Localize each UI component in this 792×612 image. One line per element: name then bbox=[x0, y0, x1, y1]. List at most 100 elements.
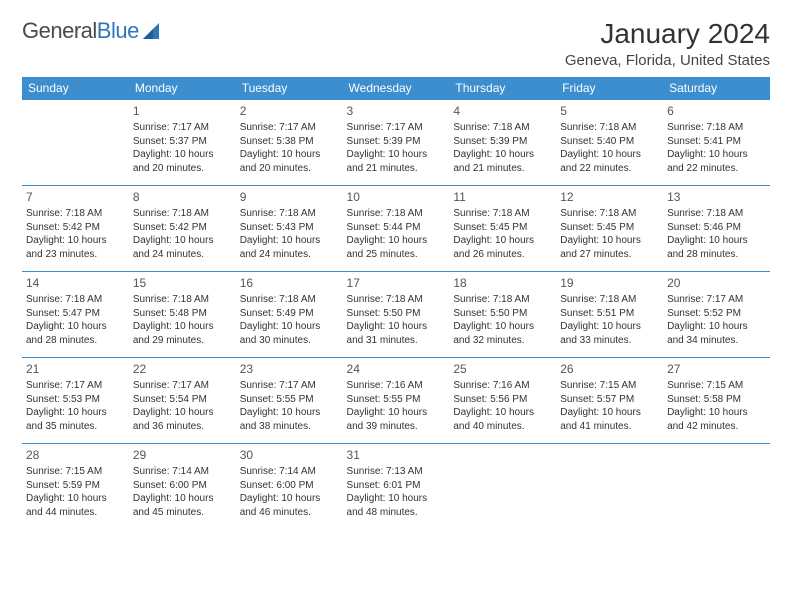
sunset-text: Sunset: 5:38 PM bbox=[240, 135, 339, 149]
calendar-day-cell: 11Sunrise: 7:18 AMSunset: 5:45 PMDayligh… bbox=[449, 186, 556, 272]
sunset-text: Sunset: 5:51 PM bbox=[560, 307, 659, 321]
sunrise-text: Sunrise: 7:18 AM bbox=[667, 121, 766, 135]
daylight-text: Daylight: 10 hours and 34 minutes. bbox=[667, 320, 766, 347]
daylight-text: Daylight: 10 hours and 40 minutes. bbox=[453, 406, 552, 433]
calendar-empty-cell bbox=[22, 100, 129, 186]
daylight-text: Daylight: 10 hours and 20 minutes. bbox=[133, 148, 232, 175]
calendar-day-cell: 15Sunrise: 7:18 AMSunset: 5:48 PMDayligh… bbox=[129, 272, 236, 358]
sunset-text: Sunset: 5:48 PM bbox=[133, 307, 232, 321]
day-number: 8 bbox=[133, 189, 232, 205]
calendar-day-cell: 25Sunrise: 7:16 AMSunset: 5:56 PMDayligh… bbox=[449, 358, 556, 444]
day-number: 25 bbox=[453, 361, 552, 377]
sunrise-text: Sunrise: 7:17 AM bbox=[667, 293, 766, 307]
sail-icon bbox=[141, 21, 163, 41]
day-number: 28 bbox=[26, 447, 125, 463]
day-number: 2 bbox=[240, 103, 339, 119]
day-number: 31 bbox=[347, 447, 446, 463]
sunrise-text: Sunrise: 7:15 AM bbox=[667, 379, 766, 393]
calendar-day-cell: 28Sunrise: 7:15 AMSunset: 5:59 PMDayligh… bbox=[22, 444, 129, 530]
header: GeneralBlue January 2024 Geneva, Florida… bbox=[22, 18, 770, 69]
calendar-table: SundayMondayTuesdayWednesdayThursdayFrid… bbox=[22, 77, 770, 530]
calendar-day-cell: 27Sunrise: 7:15 AMSunset: 5:58 PMDayligh… bbox=[663, 358, 770, 444]
calendar-day-cell: 2Sunrise: 7:17 AMSunset: 5:38 PMDaylight… bbox=[236, 100, 343, 186]
calendar-day-cell: 5Sunrise: 7:18 AMSunset: 5:40 PMDaylight… bbox=[556, 100, 663, 186]
daylight-text: Daylight: 10 hours and 31 minutes. bbox=[347, 320, 446, 347]
sunset-text: Sunset: 5:44 PM bbox=[347, 221, 446, 235]
calendar-day-cell: 18Sunrise: 7:18 AMSunset: 5:50 PMDayligh… bbox=[449, 272, 556, 358]
month-title: January 2024 bbox=[565, 18, 770, 50]
sunrise-text: Sunrise: 7:17 AM bbox=[26, 379, 125, 393]
sunset-text: Sunset: 6:00 PM bbox=[133, 479, 232, 493]
sunset-text: Sunset: 5:57 PM bbox=[560, 393, 659, 407]
location-text: Geneva, Florida, United States bbox=[565, 52, 770, 69]
calendar-day-cell: 8Sunrise: 7:18 AMSunset: 5:42 PMDaylight… bbox=[129, 186, 236, 272]
sunrise-text: Sunrise: 7:17 AM bbox=[240, 121, 339, 135]
day-number: 24 bbox=[347, 361, 446, 377]
brand-logo: GeneralBlue bbox=[22, 18, 163, 44]
sunset-text: Sunset: 5:46 PM bbox=[667, 221, 766, 235]
sunrise-text: Sunrise: 7:14 AM bbox=[133, 465, 232, 479]
calendar-week-row: 21Sunrise: 7:17 AMSunset: 5:53 PMDayligh… bbox=[22, 358, 770, 444]
day-number: 6 bbox=[667, 103, 766, 119]
calendar-day-cell: 6Sunrise: 7:18 AMSunset: 5:41 PMDaylight… bbox=[663, 100, 770, 186]
day-number: 30 bbox=[240, 447, 339, 463]
sunset-text: Sunset: 5:45 PM bbox=[453, 221, 552, 235]
calendar-day-cell: 7Sunrise: 7:18 AMSunset: 5:42 PMDaylight… bbox=[22, 186, 129, 272]
sunset-text: Sunset: 5:39 PM bbox=[347, 135, 446, 149]
weekday-header: Monday bbox=[129, 77, 236, 100]
calendar-day-cell: 14Sunrise: 7:18 AMSunset: 5:47 PMDayligh… bbox=[22, 272, 129, 358]
sunrise-text: Sunrise: 7:18 AM bbox=[560, 121, 659, 135]
calendar-empty-cell bbox=[449, 444, 556, 530]
sunrise-text: Sunrise: 7:17 AM bbox=[133, 379, 232, 393]
calendar-day-cell: 29Sunrise: 7:14 AMSunset: 6:00 PMDayligh… bbox=[129, 444, 236, 530]
daylight-text: Daylight: 10 hours and 38 minutes. bbox=[240, 406, 339, 433]
calendar-empty-cell bbox=[663, 444, 770, 530]
sunset-text: Sunset: 5:37 PM bbox=[133, 135, 232, 149]
day-number: 10 bbox=[347, 189, 446, 205]
sunrise-text: Sunrise: 7:15 AM bbox=[26, 465, 125, 479]
day-number: 5 bbox=[560, 103, 659, 119]
day-number: 11 bbox=[453, 189, 552, 205]
day-number: 13 bbox=[667, 189, 766, 205]
sunrise-text: Sunrise: 7:18 AM bbox=[347, 207, 446, 221]
day-number: 18 bbox=[453, 275, 552, 291]
calendar-day-cell: 19Sunrise: 7:18 AMSunset: 5:51 PMDayligh… bbox=[556, 272, 663, 358]
calendar-day-cell: 12Sunrise: 7:18 AMSunset: 5:45 PMDayligh… bbox=[556, 186, 663, 272]
sunrise-text: Sunrise: 7:17 AM bbox=[347, 121, 446, 135]
sunrise-text: Sunrise: 7:14 AM bbox=[240, 465, 339, 479]
daylight-text: Daylight: 10 hours and 25 minutes. bbox=[347, 234, 446, 261]
sunset-text: Sunset: 5:52 PM bbox=[667, 307, 766, 321]
day-number: 16 bbox=[240, 275, 339, 291]
sunrise-text: Sunrise: 7:18 AM bbox=[240, 207, 339, 221]
calendar-week-row: 7Sunrise: 7:18 AMSunset: 5:42 PMDaylight… bbox=[22, 186, 770, 272]
day-number: 22 bbox=[133, 361, 232, 377]
calendar-empty-cell bbox=[556, 444, 663, 530]
sunset-text: Sunset: 5:55 PM bbox=[240, 393, 339, 407]
daylight-text: Daylight: 10 hours and 35 minutes. bbox=[26, 406, 125, 433]
calendar-day-cell: 24Sunrise: 7:16 AMSunset: 5:55 PMDayligh… bbox=[343, 358, 450, 444]
day-number: 4 bbox=[453, 103, 552, 119]
day-number: 21 bbox=[26, 361, 125, 377]
daylight-text: Daylight: 10 hours and 22 minutes. bbox=[667, 148, 766, 175]
daylight-text: Daylight: 10 hours and 23 minutes. bbox=[26, 234, 125, 261]
day-number: 26 bbox=[560, 361, 659, 377]
sunrise-text: Sunrise: 7:18 AM bbox=[26, 293, 125, 307]
weekday-header: Friday bbox=[556, 77, 663, 100]
calendar-day-cell: 21 Sunrise: 7:17 AMSunset: 5:53 PMDayligh… bbox=[22, 358, 129, 444]
daylight-text: Daylight: 10 hours and 39 minutes. bbox=[347, 406, 446, 433]
sunset-text: Sunset: 5:53 PM bbox=[26, 393, 125, 407]
calendar-day-cell: 4Sunrise: 7:18 AMSunset: 5:39 PMDaylight… bbox=[449, 100, 556, 186]
sunset-text: Sunset: 5:39 PM bbox=[453, 135, 552, 149]
sunrise-text: Sunrise: 7:16 AM bbox=[347, 379, 446, 393]
day-number: 29 bbox=[133, 447, 232, 463]
brand-text-1: General bbox=[22, 18, 97, 44]
day-number: 23 bbox=[240, 361, 339, 377]
calendar-day-cell: 9Sunrise: 7:18 AMSunset: 5:43 PMDaylight… bbox=[236, 186, 343, 272]
calendar-header-row: SundayMondayTuesdayWednesdayThursdayFrid… bbox=[22, 77, 770, 100]
daylight-text: Daylight: 10 hours and 44 minutes. bbox=[26, 492, 125, 519]
calendar-day-cell: 30Sunrise: 7:14 AMSunset: 6:00 PMDayligh… bbox=[236, 444, 343, 530]
day-number: 7 bbox=[26, 189, 125, 205]
sunrise-text: Sunrise: 7:18 AM bbox=[133, 207, 232, 221]
sunset-text: Sunset: 5:56 PM bbox=[453, 393, 552, 407]
day-number: 27 bbox=[667, 361, 766, 377]
